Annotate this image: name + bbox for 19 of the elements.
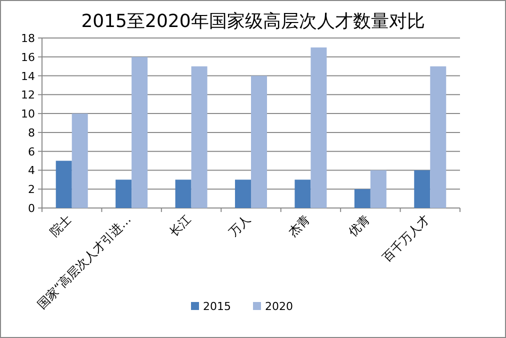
legend-label: 2015	[203, 300, 231, 313]
y-tick-label: 10	[21, 108, 35, 121]
y-tick-label: 14	[21, 70, 35, 83]
y-tick-label: 18	[21, 32, 35, 45]
y-tick-label: 12	[21, 88, 35, 102]
y-tick-label: 2	[28, 183, 35, 196]
y-tick-label: 0	[28, 202, 35, 215]
y-tick-label: 4	[28, 164, 35, 178]
x-tick-label: 万人	[226, 212, 254, 240]
y-tick-label: 8	[28, 126, 35, 140]
y-tick-label: 6	[28, 145, 35, 158]
x-tick-label: 百千万人才	[380, 212, 432, 265]
x-tick-label: 院士	[47, 212, 74, 240]
x-tick-label: 长江	[166, 212, 194, 240]
x-tick-label: 优青	[346, 212, 373, 240]
legend-label: 2020	[265, 300, 293, 313]
title: 2015至2020年国家级高层次人才数量对比	[81, 11, 425, 32]
x-tick-label: 杰青	[286, 212, 313, 240]
y-tick-label: 16	[21, 50, 35, 64]
